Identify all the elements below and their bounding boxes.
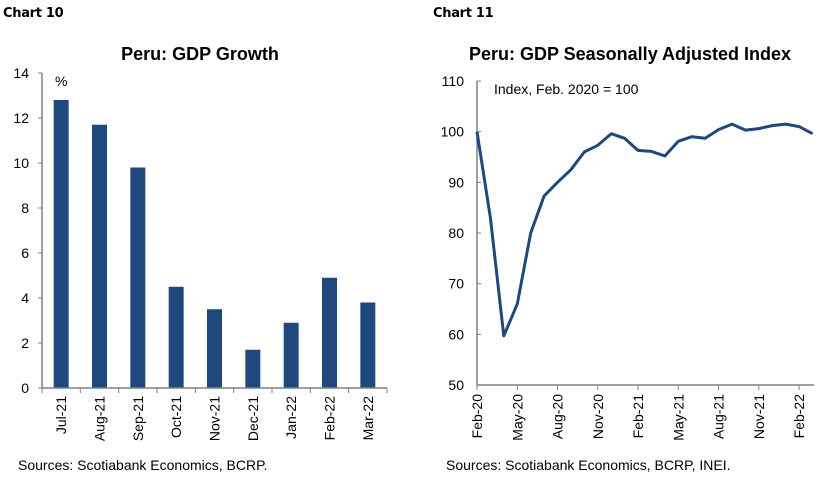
line-y-tick-label: 60	[448, 326, 464, 342]
bar-mar-22	[360, 302, 376, 388]
bar-jan-22	[283, 322, 299, 388]
bar-x-tick-label: Feb-22	[322, 396, 338, 441]
bar-sep-21	[130, 167, 146, 388]
bar-chart-gdp-growth: Peru: GDP Growth % 0 2 4 6 8 10 12 14 Jul-21 Aug…	[13, 44, 388, 473]
bar-y-tick-label: 10	[13, 155, 29, 171]
line-series-gdp-index	[475, 122, 814, 338]
bar-oct-21	[168, 286, 184, 388]
line-x-tick-label: Nov-20	[590, 394, 606, 439]
bar-x-tick-label: Mar-22	[360, 396, 376, 441]
line-x-tick-label: May-21	[670, 394, 686, 441]
bar-y-tick-label: 2	[21, 335, 29, 351]
line-x-tick-label: Aug-20	[550, 394, 566, 439]
line-x-tick-label: May-20	[509, 394, 525, 441]
chart-10-label: Chart 10	[3, 6, 64, 21]
bar-y-tick-label: 4	[21, 290, 29, 306]
line-x-tick-label: Nov-21	[751, 394, 767, 439]
bar-y-tick-label: 0	[21, 380, 29, 396]
bar-y-tick-label: 12	[13, 110, 29, 126]
bar-y-tick-label: 8	[21, 200, 29, 216]
bar-y-tick-label: 14	[13, 65, 29, 81]
bar-dec-21	[245, 349, 261, 388]
line-y-tick-label: 70	[448, 276, 464, 292]
line-x-tick-label: Aug-21	[711, 394, 727, 439]
line-y-tick-label: 80	[448, 225, 464, 241]
line-chart-source: Sources: Scotiabank Economics, BCRP, INE…	[446, 457, 731, 473]
bar-x-tick-label: Nov-21	[207, 396, 223, 441]
line-x-tick-label: Feb-22	[791, 394, 807, 439]
bar-x-tick-label: Jul-21	[53, 396, 69, 434]
bar-y-tick-label: 6	[21, 245, 29, 261]
line-chart-title: Peru: GDP Seasonally Adjusted Index	[469, 44, 791, 64]
line-x-tick-label: Feb-20	[469, 394, 485, 439]
line-y-tick-label: 90	[448, 174, 464, 190]
bar-x-tick-label: Jan-22	[283, 396, 299, 439]
bar-feb-22	[322, 277, 337, 388]
bar-x-tick-label: Sep-21	[130, 396, 146, 441]
line-y-tick-label: 100	[441, 124, 465, 140]
bar-chart-title: Peru: GDP Growth	[121, 44, 279, 64]
line-y-tick-label: 50	[448, 377, 464, 393]
bar-x-tick-label: Oct-21	[168, 396, 184, 438]
bar-nov-21	[207, 309, 222, 388]
line-y-tick-label: 110	[442, 73, 465, 89]
bar-chart-source: Sources: Scotiabank Economics, BCRP.	[18, 457, 268, 473]
bar-x-tick-label: Dec-21	[245, 396, 261, 441]
bar-aug-21	[92, 124, 107, 388]
bar-x-tick-label: Aug-21	[92, 396, 108, 441]
line-chart-annotation: Index, Feb. 2020 = 100	[494, 81, 639, 97]
bar-chart-unit-label: %	[55, 73, 67, 89]
chart-11-label: Chart 11	[433, 6, 494, 21]
bar-jul-21	[53, 100, 69, 388]
line-x-tick-label: Feb-21	[630, 394, 646, 439]
